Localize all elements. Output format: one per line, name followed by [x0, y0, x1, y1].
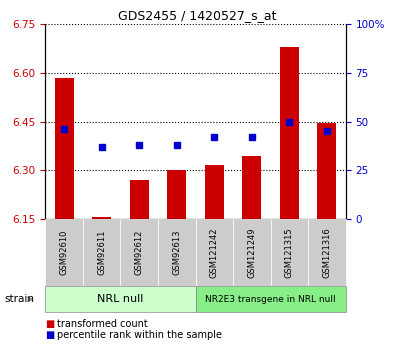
- Bar: [318, 123, 336, 219]
- Text: GSM92612: GSM92612: [135, 230, 144, 275]
- Bar: [243, 156, 261, 219]
- Text: ■: ■: [45, 330, 55, 339]
- Text: GSM92610: GSM92610: [60, 230, 69, 275]
- Text: percentile rank within the sample: percentile rank within the sample: [57, 330, 222, 339]
- Bar: [92, 217, 111, 219]
- Text: GSM121242: GSM121242: [210, 227, 219, 278]
- Bar: [55, 78, 73, 219]
- Text: NR2E3 transgene in NRL null: NR2E3 transgene in NRL null: [205, 295, 336, 304]
- Text: strain: strain: [4, 294, 34, 304]
- Bar: [130, 180, 149, 219]
- Bar: [205, 166, 224, 219]
- Text: GSM92613: GSM92613: [172, 230, 181, 275]
- Text: GSM121315: GSM121315: [285, 227, 294, 278]
- Text: GSM121316: GSM121316: [322, 227, 331, 278]
- Text: GSM92611: GSM92611: [97, 230, 106, 275]
- Text: NRL null: NRL null: [97, 294, 144, 304]
- Text: GDS2455 / 1420527_s_at: GDS2455 / 1420527_s_at: [118, 9, 277, 22]
- Text: ■: ■: [45, 319, 55, 329]
- Bar: [280, 47, 299, 219]
- Text: transformed count: transformed count: [57, 319, 148, 329]
- Text: GSM121249: GSM121249: [247, 227, 256, 278]
- Bar: [167, 170, 186, 219]
